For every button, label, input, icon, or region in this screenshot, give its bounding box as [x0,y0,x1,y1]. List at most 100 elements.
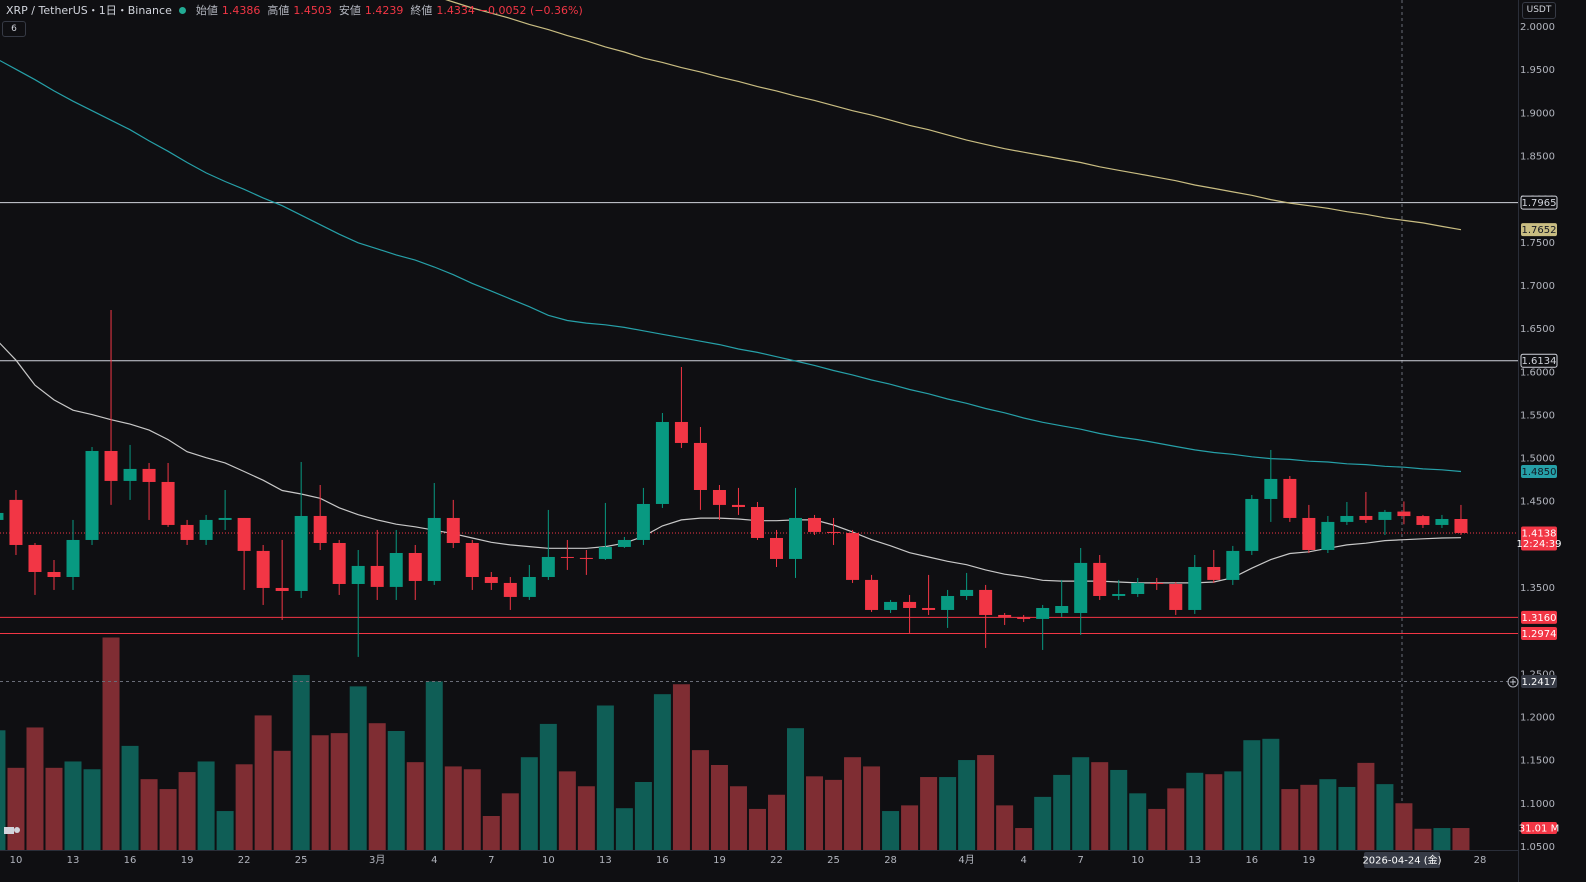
candle-body [1416,516,1430,525]
volume-bar [425,681,443,850]
volume-bar [1357,762,1375,850]
low-label: 安値 [338,4,361,17]
low-value: 1.4239 [364,3,404,17]
moving-average-label: 1.4850 [1522,467,1557,478]
x-tick-label: 4 [431,855,437,866]
volume-bar [558,771,576,850]
candle-body [579,557,593,559]
candle-body [655,421,669,504]
candle-body [1112,593,1126,596]
moving-average-line [445,0,1462,231]
candle-body [598,546,612,559]
volume-bar [1053,774,1071,850]
candle-body [712,489,726,505]
candle-body [1264,478,1278,499]
volume-bar [1281,789,1299,850]
volume-bar [1262,738,1280,850]
candle-body [1150,582,1164,584]
candle-body [750,506,764,538]
candle-body [370,565,384,587]
volume-bar [102,637,120,850]
moving-average-label: 1.7652 [1522,225,1557,236]
title: XRP / TetherUS・1日・Binance [6,4,172,17]
volume-bar [1129,793,1147,850]
candle-layer [0,309,1468,657]
volume-layer [0,637,1470,850]
crosshair-date-label: 2026-04-24 (金) [1362,854,1441,867]
moving-average-line [0,342,1462,584]
candle-body [161,481,175,525]
candle-body [389,553,403,587]
x-tick-label: 25 [295,855,308,866]
volume-bar [444,766,462,850]
volume-bar [7,767,25,850]
y-tick-label: 1.1500 [1520,756,1555,767]
candle-body [1017,616,1031,619]
x-tick-label: 16 [656,855,669,866]
volume-bar [349,686,367,850]
volume-bar [729,786,747,850]
candle-body [1169,583,1183,610]
volume-bar [767,794,785,850]
x-tick-label: 7 [1078,855,1084,866]
add-button[interactable] [1507,676,1519,688]
candle-body [560,556,574,558]
candle-body [1036,607,1050,619]
y-tick-label: 1.2000 [1520,713,1555,724]
candle-body [960,589,974,596]
candle-body [503,582,517,597]
candle-body [0,512,4,520]
candle-body [903,601,917,608]
candle-body [9,499,23,545]
high-value: 1.4503 [293,3,332,17]
x-tick-label: 7 [488,855,494,866]
x-tick-label: 13 [599,855,612,866]
volume-bar [825,779,843,850]
candle-body [769,537,783,559]
volume-bar [1452,828,1470,850]
x-tick-label: 19 [1302,855,1315,866]
level-label-bg [1520,195,1558,210]
y-tick-label: 1.3500 [1520,583,1555,594]
y-tick-label: 1.9500 [1520,65,1555,76]
volume-bar [958,760,976,850]
candle-body [218,517,232,520]
y-tick-label: 2.0000 [1520,22,1555,33]
volume-bar [406,762,424,850]
volume-bar [1148,808,1166,850]
volume-bar [387,731,405,850]
volume-bar [197,761,215,850]
x-tick-label: 4 [1020,855,1026,866]
candle-body [104,450,118,481]
candle-body [1074,562,1088,613]
volume-bar [159,789,177,850]
candle-body [1340,515,1354,522]
volume-bar [1376,784,1394,850]
volume-bar [863,766,881,850]
indicator-toggle[interactable]: 6 [2,21,26,37]
candle-body [979,589,993,615]
candle-body [1378,511,1392,520]
candle-body [294,515,308,591]
candle-body [1454,518,1468,533]
volume-bar [1167,788,1185,850]
candle-body [1093,562,1107,596]
volume-bar [64,761,82,850]
level-label: 1.7965 [1522,198,1557,209]
y-tick-label: 1.5500 [1520,410,1555,421]
volume-bar [901,805,919,850]
currency-button[interactable]: USDT [1522,2,1556,19]
y-tick-label: 1.1000 [1520,799,1555,810]
crosshair-date-bg [1364,852,1440,868]
x-tick-label: 10 [1131,855,1144,866]
x-tick-label: 10 [10,855,23,866]
volume-bar [748,808,766,850]
volume-bar [1224,771,1242,850]
volume-bar [653,694,671,850]
volume-bar [330,733,348,850]
volume-bar [121,745,139,850]
volume-bar [254,715,272,850]
y-tick-label: 1.4500 [1520,497,1555,508]
